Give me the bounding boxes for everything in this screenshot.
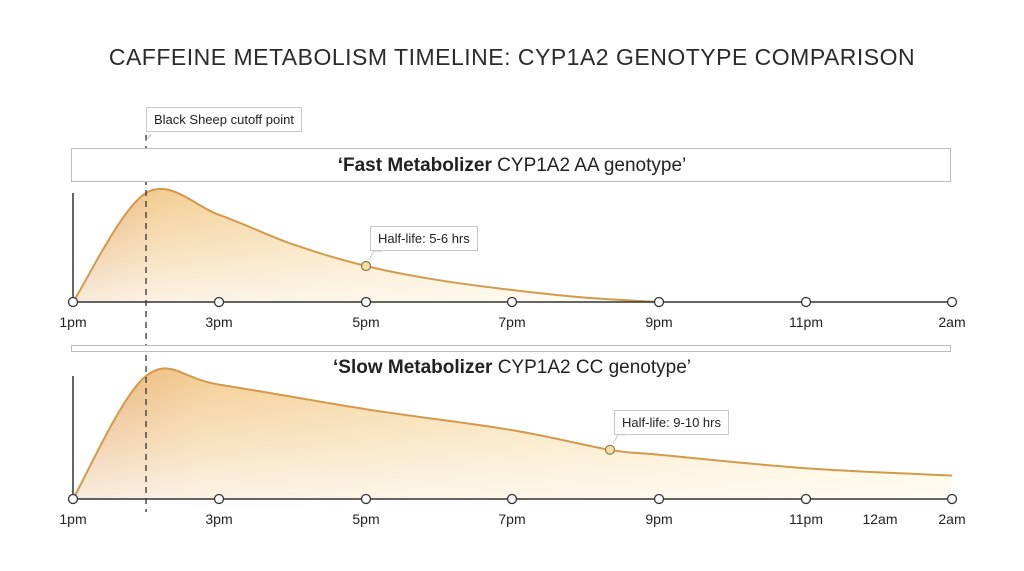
fast-tick-label: 3pm [205, 314, 233, 330]
fast-tick-marker [506, 296, 518, 308]
fast-tick-label: 5pm [352, 314, 380, 330]
slow-tick-label-extra: 12am [862, 511, 898, 527]
fast-tick-marker [800, 296, 812, 308]
slow-callout-pointer [612, 434, 626, 445]
slow-tick-marker [800, 493, 812, 505]
slow-area-fade [73, 368, 952, 499]
slow-curve [72, 367, 953, 500]
fast-tick-marker [360, 296, 372, 308]
fast-curve [72, 187, 660, 303]
fast-title-bold: ‘Fast Metabolizer [337, 155, 492, 176]
slow-panel-title: ‘Slow Metabolizer CYP1A2 CC genotype’ [0, 357, 1024, 379]
slow-half-life-callout: Half-life: 9-10 hrs [614, 409, 729, 435]
slow-tick-marker [67, 493, 79, 505]
fast-callout-pointer [368, 250, 382, 261]
slow-tick-label: 5pm [352, 511, 380, 527]
fast-tick-label: 1pm [59, 314, 87, 330]
fast-title-rest: CYP1A2 AA genotype’ [491, 155, 687, 176]
fast-half-life-callout: Half-life: 5-6 hrs [370, 226, 478, 252]
slow-tick-marker [946, 493, 958, 505]
slow-panel-header [71, 345, 951, 352]
slow-title-rest: CYP1A2 CC genotype’ [492, 357, 691, 378]
fast-area-fade [73, 188, 659, 302]
slow-tick-label: 2am [938, 511, 966, 527]
fast-panel-title: ‘Fast Metabolizer CYP1A2 AA genotype’ [0, 155, 1024, 177]
fast-tick-marker [946, 296, 958, 308]
slow-tick-label: 1pm [59, 511, 87, 527]
fast-tick-label: 2am [938, 314, 966, 330]
fast-tick-label: 7pm [498, 314, 526, 330]
slow-tick-marker [213, 493, 225, 505]
chart-title: CAFFEINE METABOLISM TIMELINE: CYP1A2 GEN… [108, 44, 916, 70]
fast-tick-marker [213, 296, 225, 308]
slow-tick-label: 3pm [205, 511, 233, 527]
fast-tick-label: 11pm [789, 314, 823, 330]
slow-title-bold: ‘Slow Metabolizer [333, 357, 493, 378]
slow-tick-label: 7pm [498, 511, 526, 527]
slow-tick-label: 9pm [645, 511, 673, 527]
fast-half-life-marker [360, 260, 372, 272]
fast-tick-label: 9pm [645, 314, 673, 330]
slow-tick-label: 11pm [789, 511, 823, 527]
cutoff-callout-pointer [145, 133, 152, 142]
cutoff-callout: Black Sheep cutoff point [146, 107, 302, 132]
slow-tick-marker [653, 493, 665, 505]
slow-tick-marker [506, 493, 518, 505]
slow-tick-marker [360, 493, 372, 505]
fast-panel-header [71, 148, 951, 182]
fast-tick-marker [67, 296, 79, 308]
slow-half-life-marker [604, 444, 616, 455]
fast-tick-marker [653, 296, 665, 308]
